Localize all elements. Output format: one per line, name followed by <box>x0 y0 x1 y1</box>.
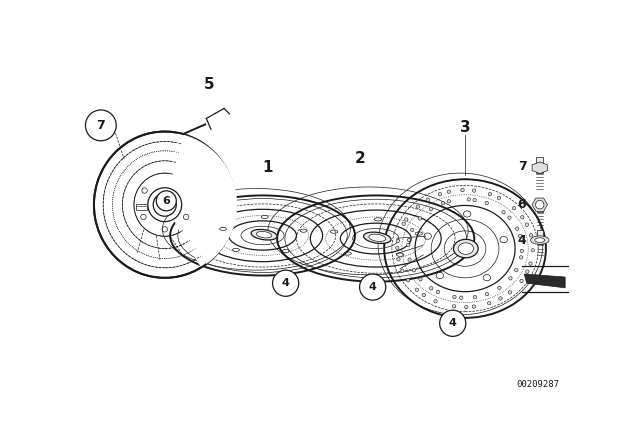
Circle shape <box>396 246 399 250</box>
Polygon shape <box>524 274 565 288</box>
Circle shape <box>488 302 491 305</box>
Circle shape <box>156 191 176 211</box>
Text: 4: 4 <box>449 318 457 328</box>
Circle shape <box>472 305 476 308</box>
Circle shape <box>531 249 534 252</box>
Circle shape <box>518 234 522 238</box>
Circle shape <box>513 207 516 210</box>
Circle shape <box>447 200 451 203</box>
Circle shape <box>429 207 433 211</box>
Circle shape <box>406 243 410 247</box>
Circle shape <box>153 193 176 216</box>
Circle shape <box>509 277 512 280</box>
Text: 1: 1 <box>262 160 273 175</box>
Circle shape <box>520 256 523 259</box>
Circle shape <box>360 274 386 300</box>
Circle shape <box>422 293 426 297</box>
Circle shape <box>529 262 532 265</box>
Circle shape <box>397 258 400 261</box>
Circle shape <box>508 291 511 294</box>
Circle shape <box>419 277 422 281</box>
Circle shape <box>473 198 476 202</box>
Circle shape <box>525 270 529 273</box>
Circle shape <box>426 198 429 202</box>
Circle shape <box>401 269 404 272</box>
Text: 4: 4 <box>369 282 376 292</box>
Circle shape <box>419 217 422 220</box>
Circle shape <box>485 201 488 205</box>
Circle shape <box>447 190 451 194</box>
Circle shape <box>515 268 518 272</box>
Ellipse shape <box>458 243 474 254</box>
Circle shape <box>502 211 505 214</box>
Circle shape <box>488 193 492 196</box>
Circle shape <box>273 270 299 296</box>
Circle shape <box>415 288 419 292</box>
Circle shape <box>520 249 524 253</box>
Bar <box>536 156 543 173</box>
Circle shape <box>434 300 437 303</box>
Circle shape <box>440 310 466 336</box>
Circle shape <box>436 290 440 293</box>
Circle shape <box>465 306 468 309</box>
Circle shape <box>515 227 519 230</box>
Ellipse shape <box>364 232 391 243</box>
Text: 5: 5 <box>204 77 214 92</box>
Ellipse shape <box>369 234 386 241</box>
Circle shape <box>404 218 408 221</box>
Circle shape <box>396 239 399 242</box>
Bar <box>536 198 543 212</box>
Circle shape <box>460 296 463 299</box>
Circle shape <box>508 216 511 220</box>
Bar <box>136 204 147 210</box>
Circle shape <box>472 189 476 192</box>
Ellipse shape <box>251 229 277 240</box>
Circle shape <box>473 295 477 299</box>
Circle shape <box>441 202 445 205</box>
Circle shape <box>467 198 470 201</box>
Circle shape <box>497 196 500 199</box>
Circle shape <box>407 238 411 241</box>
Circle shape <box>86 110 116 141</box>
Text: 3: 3 <box>460 120 470 135</box>
Circle shape <box>499 297 502 300</box>
Ellipse shape <box>531 236 549 244</box>
Circle shape <box>408 258 412 261</box>
Circle shape <box>520 279 524 283</box>
Circle shape <box>525 223 529 226</box>
Circle shape <box>452 295 456 299</box>
Circle shape <box>416 205 419 208</box>
Wedge shape <box>164 134 237 267</box>
Polygon shape <box>532 162 547 173</box>
Circle shape <box>536 200 544 209</box>
Polygon shape <box>532 198 547 211</box>
Text: 7: 7 <box>97 119 105 132</box>
Ellipse shape <box>454 239 478 258</box>
Circle shape <box>498 286 501 289</box>
Circle shape <box>406 279 410 282</box>
Ellipse shape <box>257 232 272 238</box>
Text: 4: 4 <box>518 233 527 246</box>
Circle shape <box>520 215 524 219</box>
Text: 2: 2 <box>355 151 365 166</box>
Circle shape <box>438 193 442 196</box>
Text: 6: 6 <box>163 196 170 206</box>
Circle shape <box>461 189 464 192</box>
Ellipse shape <box>535 238 545 242</box>
Circle shape <box>429 287 433 290</box>
Circle shape <box>485 293 489 296</box>
Circle shape <box>452 305 456 308</box>
Text: 6: 6 <box>518 198 526 211</box>
Bar <box>537 230 543 244</box>
Text: 00209287: 00209287 <box>516 380 559 389</box>
Circle shape <box>411 228 414 232</box>
Circle shape <box>412 269 415 272</box>
Text: 7: 7 <box>518 159 527 172</box>
Circle shape <box>402 222 405 225</box>
Circle shape <box>529 233 532 237</box>
Text: 4: 4 <box>282 278 289 288</box>
